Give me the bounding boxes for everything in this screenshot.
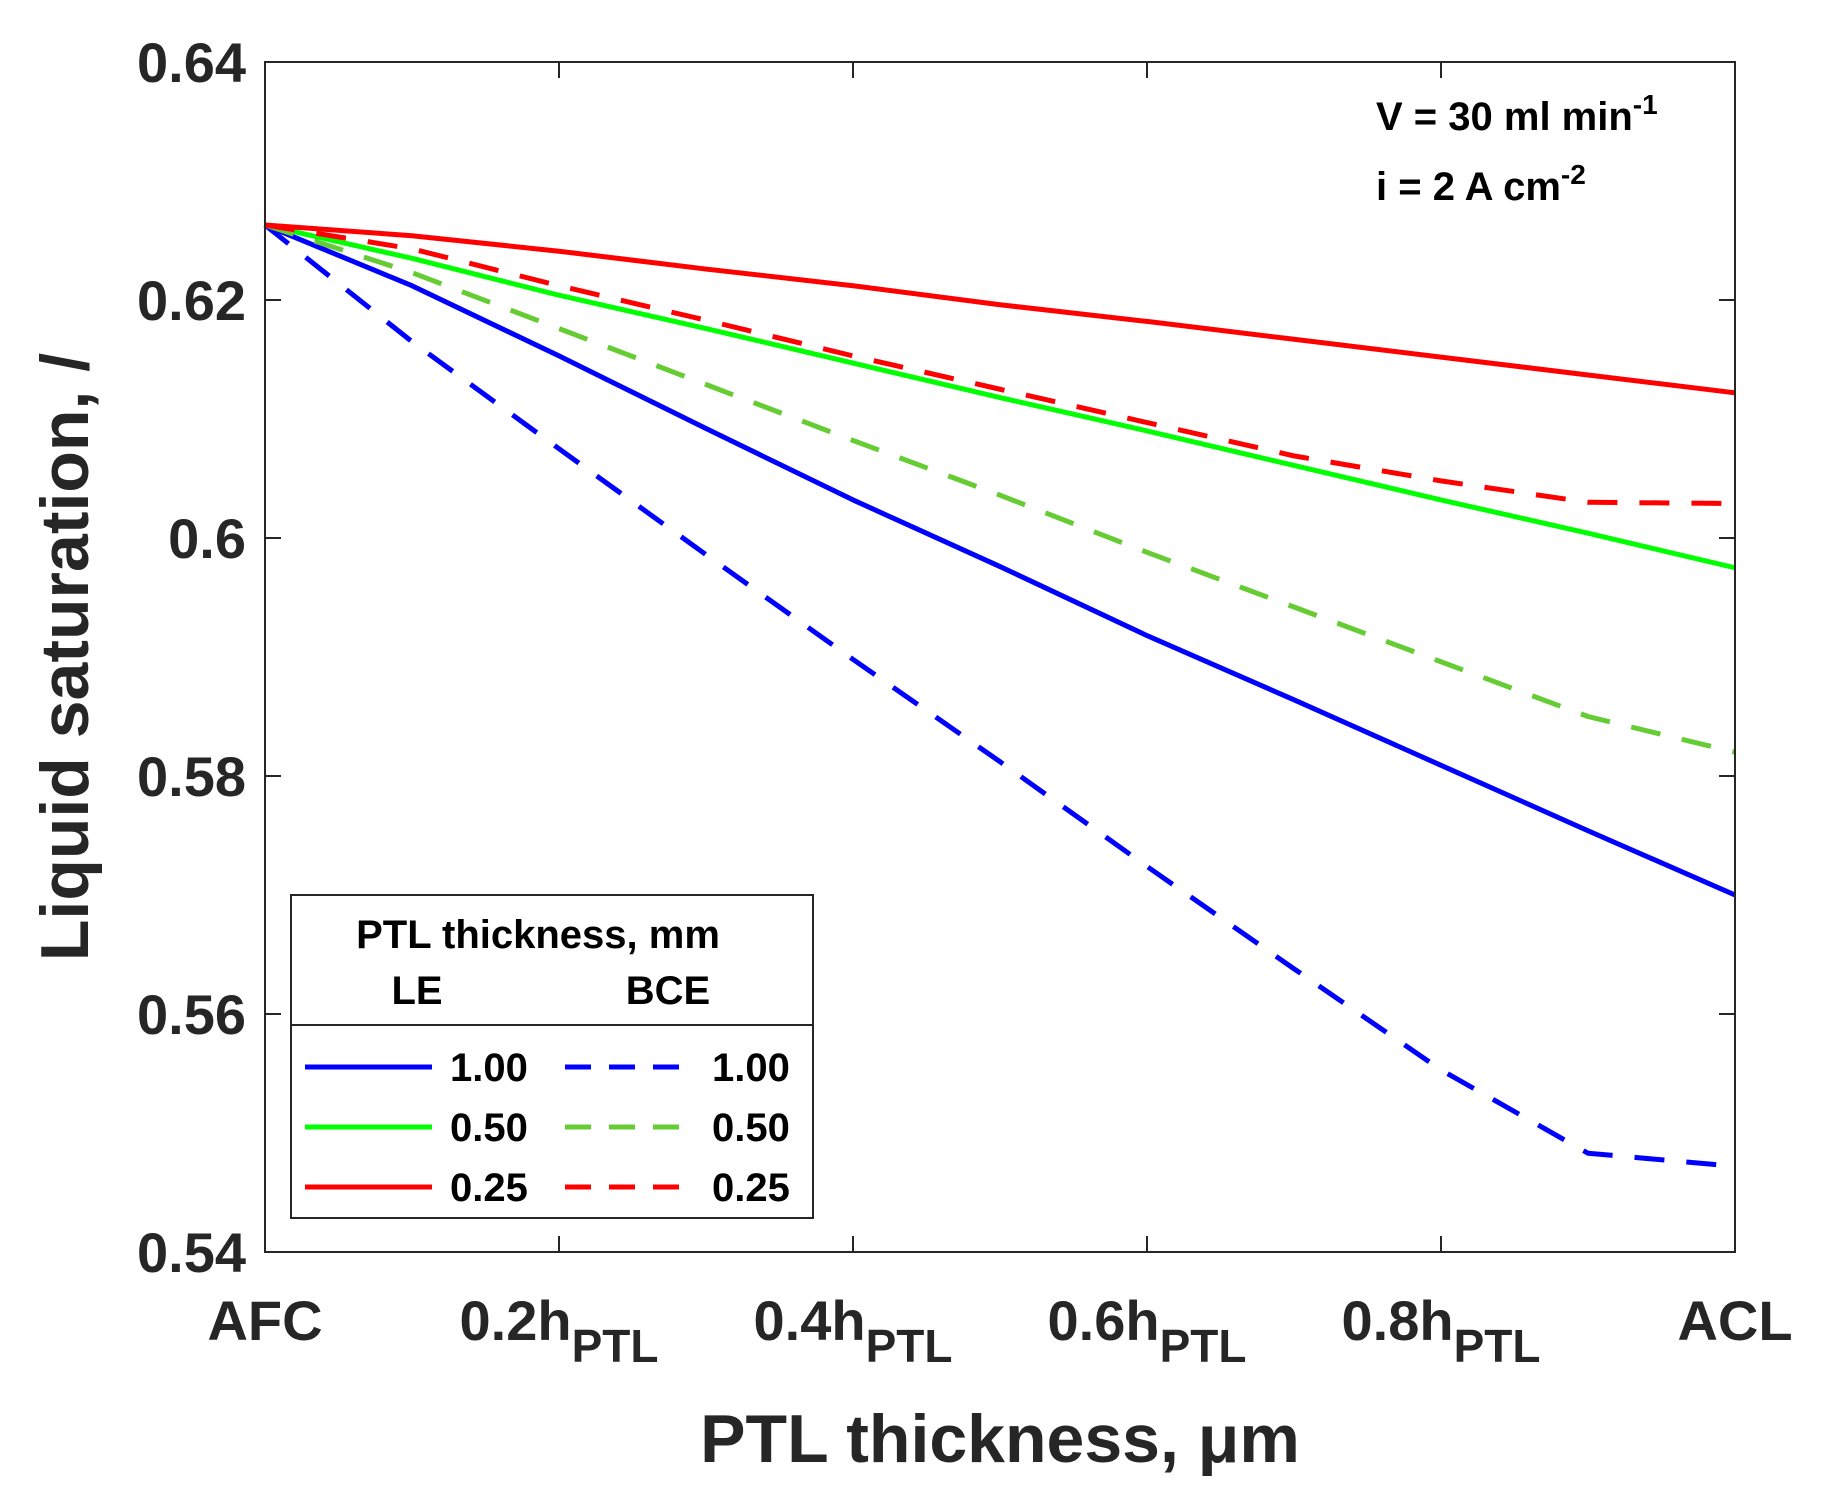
x-axis-title: PTL thickness, μm: [700, 1401, 1300, 1477]
y-tick-label: 0.58: [137, 745, 246, 808]
x-tick-label: AFC: [207, 1289, 322, 1352]
plot-frame: [264, 61, 1736, 1253]
y-tick-label: 0.6: [168, 507, 246, 570]
x-tick-label: 0.2hPTL: [460, 1289, 659, 1372]
series-line-bce-025: [264, 222, 1736, 506]
y-tick-label: 0.62: [137, 269, 246, 332]
series-line-bce-050: [264, 222, 1736, 755]
series-line-le-100: [264, 222, 1737, 898]
legend-label-bce: 0.25: [712, 1166, 790, 1210]
legend-label-bce: 1.00: [712, 1046, 790, 1090]
y-tick-label: 0.54: [137, 1221, 246, 1284]
legend-label-le: 0.50: [450, 1106, 528, 1150]
legend-label-le: 1.00: [450, 1046, 528, 1090]
annotation-current-density: i = 2 A cm-2: [1376, 159, 1586, 209]
series-line-le-025: [264, 222, 1736, 396]
legend-box: [290, 894, 814, 1219]
legend-label-bce: 0.50: [712, 1106, 790, 1150]
legend-title: PTL thickness, mm: [356, 913, 720, 957]
legend-col-bce: BCE: [626, 969, 710, 1013]
annotation-flow-rate: V = 30 ml min-1: [1376, 89, 1658, 139]
y-tick-label: 0.64: [137, 31, 246, 94]
x-tick-label: 0.4hPTL: [754, 1289, 953, 1372]
legend: PTL thickness, mm LE BCE 1.00 0.50 0.25 1.0…: [290, 894, 814, 1219]
x-tick-label: 0.8hPTL: [1342, 1289, 1541, 1372]
series-line-bce-100: [263, 223, 1736, 1169]
y-tick-label: 0.56: [137, 983, 246, 1046]
y-axis-title: Liquid saturation, /: [27, 353, 103, 961]
x-tick-label: ACL: [1677, 1289, 1792, 1352]
x-tick-label: 0.6hPTL: [1048, 1289, 1247, 1372]
legend-col-le: LE: [391, 969, 442, 1013]
series-line-le-050: [264, 222, 1736, 571]
legend-label-le: 0.25: [450, 1166, 528, 1210]
